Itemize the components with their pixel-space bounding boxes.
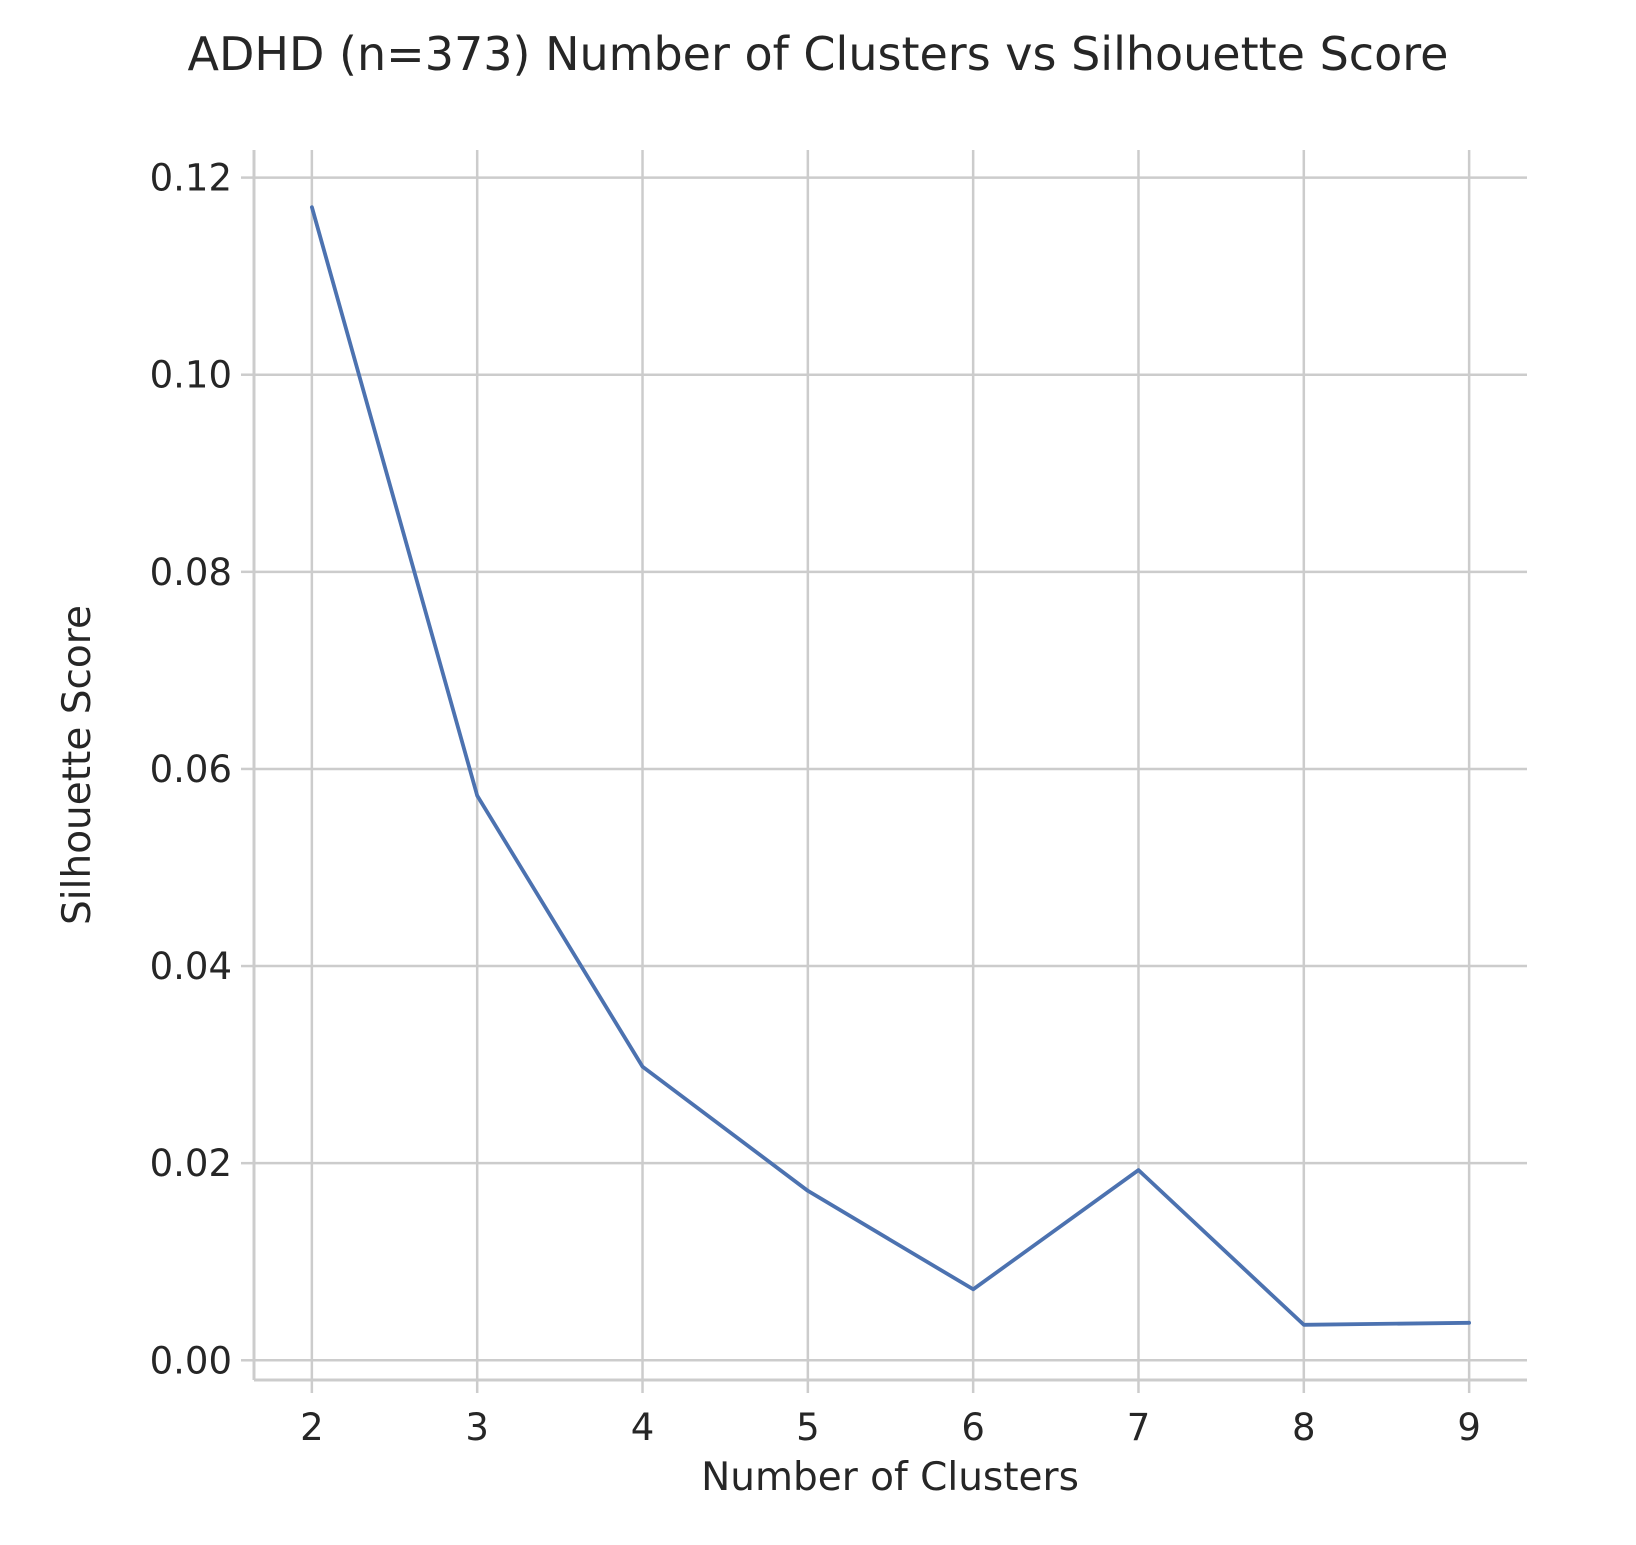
y-tick-marks [241, 176, 254, 1362]
x-tick-label: 9 [1457, 1406, 1481, 1449]
series-line [309, 205, 1471, 1327]
y-tick-label: 0.12 [150, 157, 232, 200]
y-tick-labels: 0.00 0.02 0.04 0.06 0.08 0.10 0.12 [150, 157, 232, 1383]
axis-spines [252, 150, 1527, 1382]
y-tick-label: 0.10 [150, 354, 232, 397]
x-tick-label: 2 [300, 1406, 324, 1449]
x-tick-label: 7 [1127, 1406, 1151, 1449]
series-layer [309, 205, 1471, 1327]
y-tick-label: 0.06 [150, 748, 232, 791]
x-tick-label: 8 [1292, 1406, 1316, 1449]
y-tick-label: 0.02 [150, 1142, 232, 1185]
x-tick-label: 6 [961, 1406, 985, 1449]
x-tick-marks [310, 1380, 1471, 1393]
x-tick-label: 5 [796, 1406, 820, 1449]
x-tick-labels: 2 3 4 5 6 7 8 9 [300, 1406, 1481, 1449]
x-axis-label: Number of Clusters [701, 1455, 1079, 1500]
y-tick-label: 0.00 [150, 1339, 232, 1382]
y-tick-label: 0.04 [150, 945, 232, 988]
x-tick-label: 3 [465, 1406, 489, 1449]
x-tick-label: 4 [631, 1406, 655, 1449]
y-gridlines [254, 176, 1527, 1362]
chart-title: ADHD (n=373) Number of Clusters vs Silho… [188, 27, 1449, 81]
y-tick-label: 0.08 [150, 551, 232, 594]
y-axis-label: Silhouette Score [55, 605, 100, 925]
x-gridlines [310, 150, 1471, 1380]
